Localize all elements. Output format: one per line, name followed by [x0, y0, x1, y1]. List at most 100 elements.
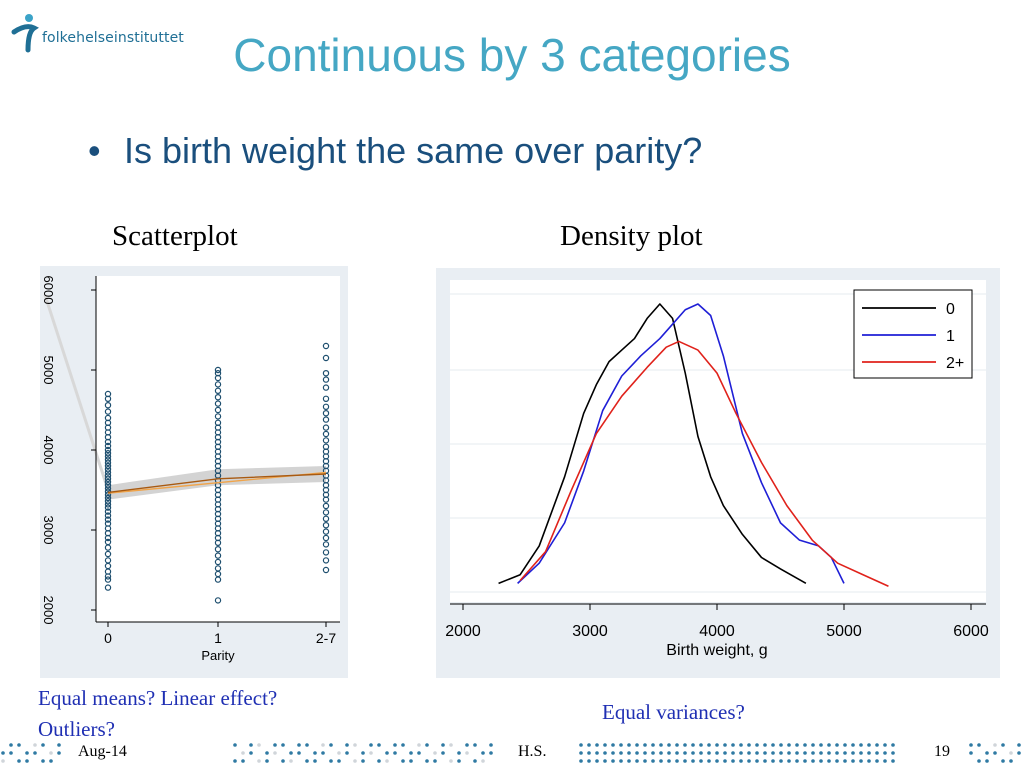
scatter-point	[214, 558, 222, 566]
scatter-point	[104, 462, 112, 470]
scatter-point	[104, 584, 112, 591]
scatter-point	[322, 395, 330, 402]
scatter-y-tick-label: 4000	[41, 436, 56, 465]
scatter-x-tick-label: 1	[214, 630, 222, 646]
footer-dot	[867, 759, 871, 763]
scatter-y-tick-label: 5000	[41, 356, 56, 385]
footer-dot	[241, 759, 245, 763]
scatter-linear-fit-line	[107, 471, 327, 494]
scatter-point	[322, 424, 330, 431]
footer-dot	[795, 759, 799, 763]
footer-dot	[635, 743, 639, 747]
footer-dot	[417, 751, 421, 755]
scatter-point	[214, 530, 222, 537]
scatter-point	[214, 387, 222, 394]
footer-dot	[867, 743, 871, 747]
footer-dot	[667, 759, 671, 763]
footer-dot	[683, 759, 687, 763]
footer-dot	[1009, 759, 1013, 763]
footer-dot	[465, 751, 469, 755]
scatter-point	[322, 477, 330, 484]
footer-dot	[771, 743, 775, 747]
scatter-point	[214, 570, 222, 578]
footer-dot	[425, 759, 429, 763]
footer-dot	[747, 751, 751, 755]
footer-dot	[603, 743, 607, 747]
footer-dot	[651, 743, 655, 747]
footer-dot	[249, 743, 253, 747]
footer-dot	[353, 743, 357, 747]
footer-dot	[683, 743, 687, 747]
density-legend-label: 1	[946, 328, 955, 345]
scatter-point	[104, 520, 112, 527]
footer-dot	[851, 751, 855, 755]
footer-dot	[1001, 743, 1005, 747]
footer-dot	[835, 743, 839, 747]
density-note: Equal variances?	[602, 700, 745, 724]
footer-dot	[977, 759, 981, 763]
footer-dot	[779, 751, 783, 755]
footer-dot	[795, 751, 799, 755]
scatter-point	[104, 538, 112, 546]
footer-dot	[595, 743, 599, 747]
footer-dot	[257, 759, 261, 763]
footer-dot	[433, 759, 437, 763]
scatter-point	[104, 438, 112, 446]
scatter-point	[322, 453, 330, 460]
footer-dot	[859, 759, 863, 763]
footer-dot	[9, 751, 13, 755]
footer-dot	[265, 751, 269, 755]
scatter-point	[322, 491, 330, 498]
scatter-point	[322, 541, 330, 548]
footer-dot	[659, 743, 663, 747]
density-legend-box	[853, 289, 973, 379]
footer-dot	[587, 743, 591, 747]
footer-dot	[369, 751, 373, 755]
scatter-point	[104, 450, 112, 457]
scatter-point	[322, 354, 330, 362]
footer-dot	[731, 743, 735, 747]
footer-dot	[715, 743, 719, 747]
footer-dot	[763, 751, 767, 755]
scatter-point	[104, 508, 112, 515]
footer-dot	[473, 743, 477, 747]
footer-dot	[755, 743, 759, 747]
footer-dot	[441, 751, 445, 755]
footer-dot	[891, 751, 895, 755]
scatter-point	[214, 552, 222, 559]
density-legend-label: 2+	[946, 355, 964, 372]
footer-dot	[361, 751, 365, 755]
footer-dot	[635, 751, 639, 755]
scatter-point	[214, 501, 222, 508]
footer-dot	[819, 751, 823, 755]
footer-date: Aug-14	[78, 743, 127, 760]
scatter-point	[322, 522, 330, 529]
footer-dot	[353, 759, 357, 763]
footer-dot	[409, 751, 413, 755]
scatter-point	[104, 573, 112, 580]
scatter-point	[322, 448, 330, 455]
footer-dot	[1017, 751, 1021, 755]
scatter-point	[104, 516, 112, 523]
footer-dot	[779, 759, 783, 763]
density-legend: 0 1 2+	[853, 289, 973, 379]
footer-dot	[595, 759, 599, 763]
scatter-point	[214, 434, 222, 441]
footer-dot	[627, 743, 631, 747]
scatter-point	[104, 501, 112, 508]
scatter-point	[214, 520, 222, 527]
density-panel-bg	[436, 268, 1000, 678]
footer-dot	[321, 743, 325, 747]
footer-dot	[827, 743, 831, 747]
footer-dot	[691, 751, 695, 755]
density-x-tick-label: 5000	[826, 623, 862, 640]
scatter-point	[214, 413, 222, 420]
scatter-point	[104, 469, 112, 476]
scatter-point	[104, 525, 112, 532]
footer-dot	[57, 743, 61, 747]
scatter-smooth-fit-line	[107, 473, 327, 494]
logo: folkehelseinstituttet	[8, 10, 208, 54]
scatter-point	[104, 557, 112, 564]
footer-dot	[297, 751, 301, 755]
